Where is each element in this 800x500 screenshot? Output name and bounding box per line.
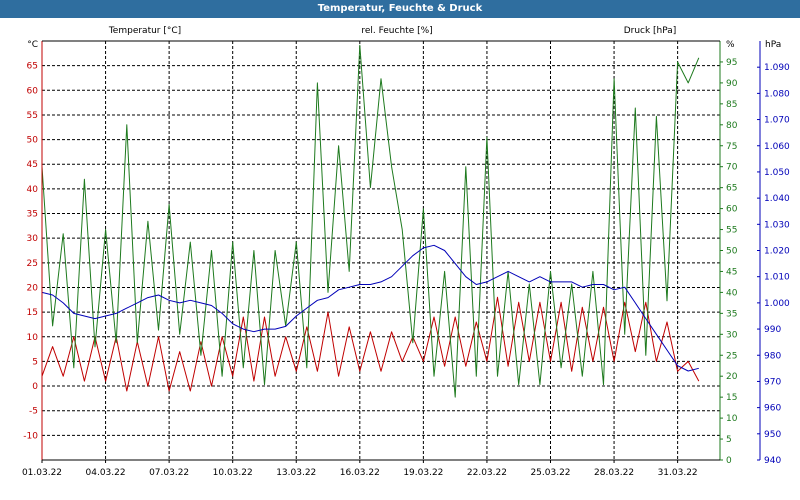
temperature-axis-title: Temperatur [°C] xyxy=(108,26,181,36)
humidity-axis-title: rel. Feuchte [%] xyxy=(361,26,432,36)
temperature-tick-label: -10 xyxy=(23,431,38,441)
chart-title: Temperatur, Feuchte & Druck xyxy=(0,0,800,18)
x-tick-label: 22.03.22 xyxy=(467,468,507,478)
pressure-tick-label: 1.050 xyxy=(764,168,790,178)
humidity-tick-label: 55 xyxy=(726,226,737,236)
humidity-tick-label: 40 xyxy=(726,288,738,298)
pressure-tick-label: 960 xyxy=(764,404,781,414)
pressure-tick-label: 1.060 xyxy=(764,142,790,152)
chart-canvas: °C Temperatur [°C] rel. Feuchte [%] Druc… xyxy=(22,26,790,478)
humidity-tick-label: 65 xyxy=(726,184,737,194)
temperature-tick-label: 40 xyxy=(27,185,39,195)
humidity-tick-label: 30 xyxy=(726,330,738,340)
pressure-tick-label: 970 xyxy=(764,377,781,387)
x-tick-label: 31.03.22 xyxy=(658,468,698,478)
humidity-tick-label: 95 xyxy=(726,58,737,68)
humidity-tick-label: 15 xyxy=(726,393,737,403)
pressure-tick-label: 1.040 xyxy=(764,194,790,204)
humidity-tick-label: 5 xyxy=(726,435,732,445)
pressure-tick-label: 950 xyxy=(764,430,781,440)
humidity-tick-label: 35 xyxy=(726,309,737,319)
pressure-tick-label: 1.070 xyxy=(764,116,790,126)
humidity-unit-label: % xyxy=(726,40,735,50)
humidity-tick-label: 90 xyxy=(726,79,738,89)
humidity-tick-label: 80 xyxy=(726,121,738,131)
temperature-tick-label: 65 xyxy=(27,62,38,72)
x-tick-label: 07.03.22 xyxy=(149,468,189,478)
humidity-tick-label: 50 xyxy=(726,247,738,257)
temperature-tick-label: 45 xyxy=(27,160,38,170)
x-tick-label: 13.03.22 xyxy=(276,468,316,478)
x-tick-label: 01.03.22 xyxy=(22,468,62,478)
plot-frame xyxy=(41,40,721,461)
pressure-tick-label: 1.010 xyxy=(764,273,790,283)
x-tick-label: 28.03.22 xyxy=(594,468,634,478)
pressure-tick-label: 1.000 xyxy=(764,299,790,309)
humidity-series-line xyxy=(41,44,700,398)
temperature-tick-label: -5 xyxy=(29,407,38,417)
humidity-tick-label: 45 xyxy=(726,267,737,277)
humidity-tick-label: 10 xyxy=(726,414,738,424)
temperature-tick-label: 10 xyxy=(27,333,39,343)
pressure-axis-title: Druck [hPa] xyxy=(624,26,677,36)
pressure-tick-label: 940 xyxy=(764,456,781,466)
pressure-tick-label: 990 xyxy=(764,325,781,335)
temperature-tick-label: 30 xyxy=(27,234,39,244)
pressure-tick-label: 1.090 xyxy=(764,63,790,73)
temperature-tick-label: 15 xyxy=(27,308,38,318)
x-tick-label: 04.03.22 xyxy=(86,468,126,478)
humidity-tick-label: 0 xyxy=(726,456,732,466)
humidity-tick-label: 70 xyxy=(726,163,738,173)
temperature-tick-label: 35 xyxy=(27,210,38,220)
humidity-tick-label: 20 xyxy=(726,372,738,382)
pressure-tick-label: 980 xyxy=(764,351,781,361)
humidity-tick-label: 75 xyxy=(726,142,737,152)
series-lines xyxy=(41,44,700,398)
humidity-tick-label: 60 xyxy=(726,205,738,215)
temperature-tick-label: 0 xyxy=(32,382,38,392)
x-tick-label: 16.03.22 xyxy=(340,468,380,478)
temperature-tick-label: 25 xyxy=(27,259,38,269)
temperature-unit-label: °C xyxy=(27,40,38,50)
temperature-tick-label: 20 xyxy=(27,283,39,293)
x-tick-label: 10.03.22 xyxy=(213,468,253,478)
axes: °C Temperatur [°C] rel. Feuchte [%] Druc… xyxy=(22,26,790,478)
x-tick-label: 19.03.22 xyxy=(403,468,443,478)
x-tick-label: 25.03.22 xyxy=(530,468,570,478)
temperature-series-line xyxy=(41,296,700,392)
temperature-tick-label: 50 xyxy=(27,136,39,146)
pressure-unit-label: hPa xyxy=(765,40,781,50)
temperature-tick-label: 60 xyxy=(27,86,39,96)
humidity-tick-label: 25 xyxy=(726,351,737,361)
temperature-tick-label: 55 xyxy=(27,111,38,121)
pressure-series-line xyxy=(41,244,699,372)
pressure-tick-label: 1.080 xyxy=(764,89,790,99)
grid xyxy=(42,41,720,460)
humidity-tick-label: 85 xyxy=(726,100,737,110)
pressure-tick-label: 1.030 xyxy=(764,220,790,230)
temperature-tick-label: 5 xyxy=(32,357,38,367)
pressure-tick-label: 1.020 xyxy=(764,247,790,257)
